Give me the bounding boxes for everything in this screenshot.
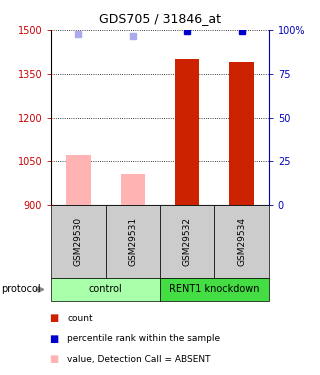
Text: GSM29531: GSM29531 <box>128 217 137 266</box>
Text: percentile rank within the sample: percentile rank within the sample <box>67 334 220 343</box>
Text: GDS705 / 31846_at: GDS705 / 31846_at <box>99 12 221 25</box>
Bar <box>229 62 254 205</box>
Bar <box>66 155 91 205</box>
Text: ■: ■ <box>50 334 59 344</box>
Text: count: count <box>67 314 93 322</box>
Text: ■: ■ <box>50 354 59 364</box>
Text: GSM29530: GSM29530 <box>74 217 83 266</box>
Bar <box>175 59 199 205</box>
Text: ■: ■ <box>50 313 59 323</box>
Text: RENT1 knockdown: RENT1 knockdown <box>169 285 260 294</box>
Text: GSM29534: GSM29534 <box>237 217 246 266</box>
Text: GSM29532: GSM29532 <box>183 217 192 266</box>
Text: control: control <box>89 285 123 294</box>
Text: value, Detection Call = ABSENT: value, Detection Call = ABSENT <box>67 355 211 364</box>
Bar <box>121 174 145 205</box>
Text: protocol: protocol <box>2 285 41 294</box>
